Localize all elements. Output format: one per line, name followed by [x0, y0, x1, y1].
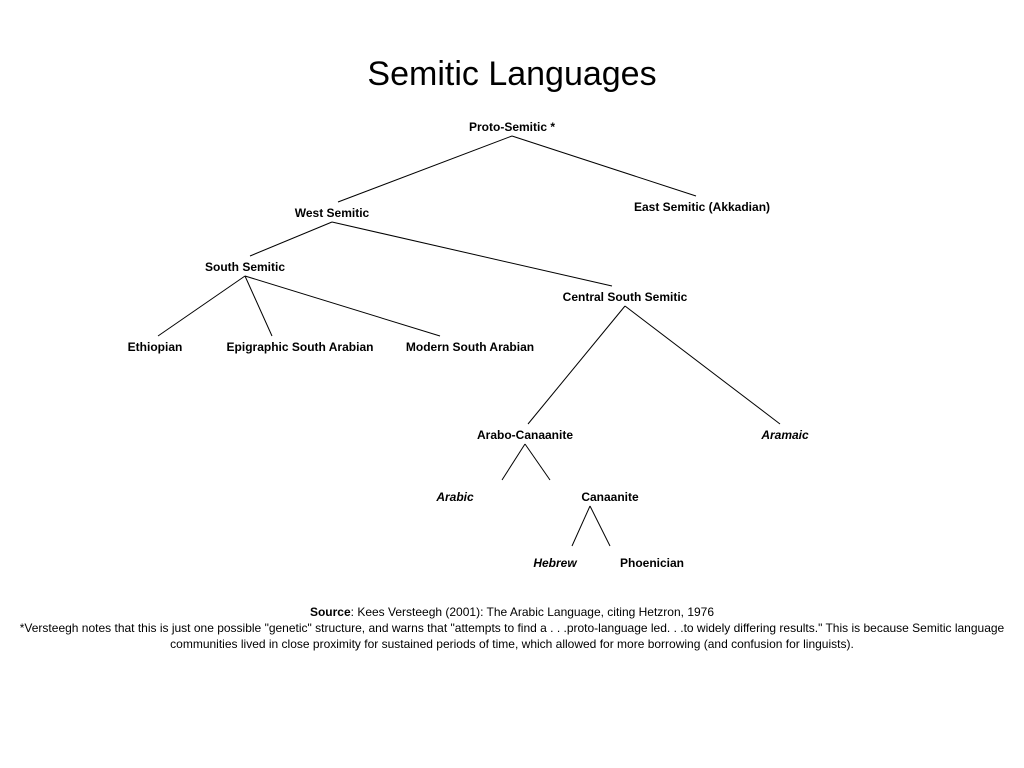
tree-node-proto: Proto-Semitic *: [469, 120, 555, 134]
tree-edge: [512, 136, 696, 196]
tree-edge: [590, 506, 610, 546]
tree-node-south: South Semitic: [205, 260, 285, 274]
tree-node-west: West Semitic: [295, 206, 369, 220]
tree-node-modern: Modern South Arabian: [406, 340, 534, 354]
tree-edges: [0, 0, 1024, 768]
tree-edge: [572, 506, 590, 546]
tree-node-canaanite: Canaanite: [581, 490, 638, 504]
source-line: Source: Kees Versteegh (2001): The Arabi…: [12, 604, 1012, 620]
tree-edge: [250, 222, 332, 256]
footnote-text: *Versteegh notes that this is just one p…: [12, 620, 1012, 652]
tree-edge: [525, 444, 550, 480]
tree-edge: [332, 222, 612, 286]
tree-edge: [625, 306, 780, 424]
tree-node-arabo: Arabo-Canaanite: [477, 428, 573, 442]
page-title: Semitic Languages: [0, 55, 1024, 94]
source-text: : Kees Versteegh (2001): The Arabic Lang…: [351, 605, 714, 619]
footer-block: Source: Kees Versteegh (2001): The Arabi…: [12, 604, 1012, 653]
tree-node-ethiopian: Ethiopian: [128, 340, 183, 354]
tree-edge: [158, 276, 245, 336]
diagram-canvas: Semitic Languages Proto-Semitic * West Se…: [0, 0, 1024, 768]
tree-node-epigraphic: Epigraphic South Arabian: [227, 340, 374, 354]
tree-node-hebrew: Hebrew: [533, 556, 576, 570]
tree-edge: [502, 444, 525, 480]
tree-edge: [245, 276, 272, 336]
source-label: Source: [310, 605, 351, 619]
tree-edge: [528, 306, 625, 424]
tree-node-arabic: Arabic: [436, 490, 473, 504]
tree-node-east: East Semitic (Akkadian): [634, 200, 770, 214]
tree-edge: [338, 136, 512, 202]
tree-edge: [245, 276, 440, 336]
tree-node-aramaic: Aramaic: [761, 428, 808, 442]
tree-node-central: Central South Semitic: [563, 290, 688, 304]
tree-node-phoenician: Phoenician: [620, 556, 684, 570]
